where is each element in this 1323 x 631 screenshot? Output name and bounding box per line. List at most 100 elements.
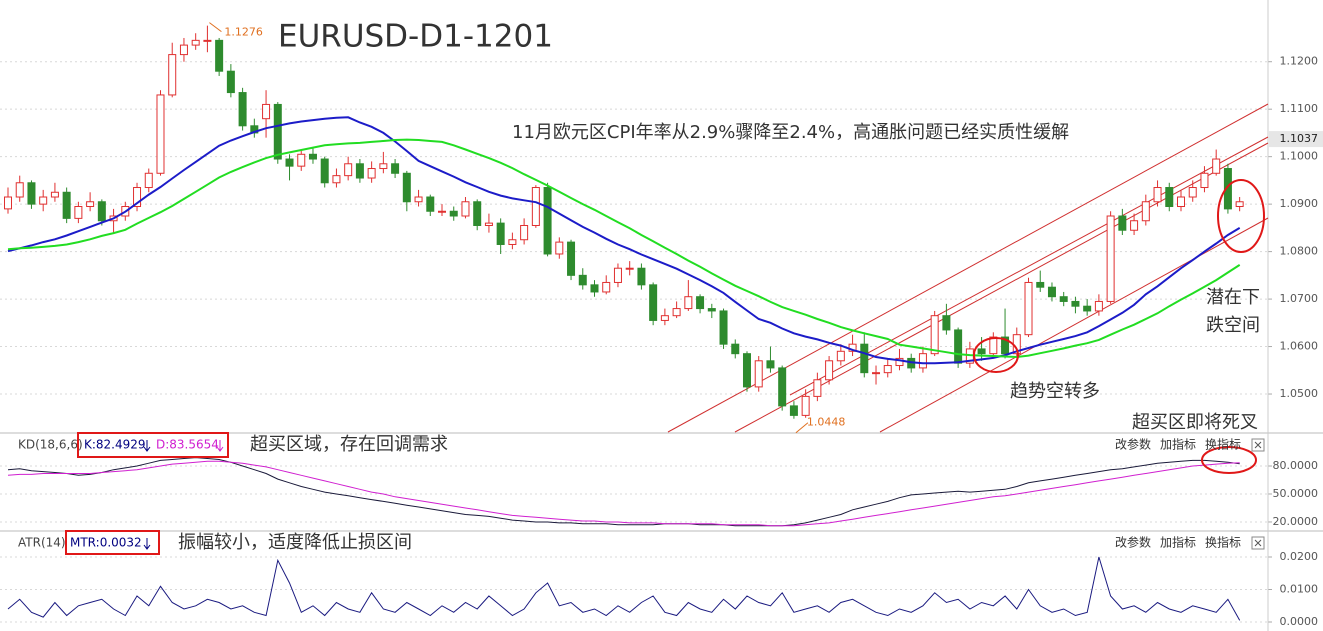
candle-body [262, 103, 271, 120]
chart-title: EURUSD-D1-1201 [278, 19, 553, 55]
candle-body [836, 350, 845, 362]
y-tick-label: 0.0100 [1280, 583, 1319, 596]
candle-body [707, 308, 716, 312]
candle-body [543, 187, 552, 255]
candle-body [226, 70, 235, 94]
candle-body [860, 343, 869, 374]
candle-body [320, 158, 329, 184]
trend-line [734, 142, 1269, 433]
button[interactable]: 改参数 [1115, 437, 1151, 452]
candle-body [297, 153, 306, 167]
y-tick-label: 20.0000 [1273, 515, 1319, 528]
annotation: 超买区域，存在回调需求 [250, 434, 448, 455]
candle-body [1094, 300, 1103, 312]
close-button[interactable] [1251, 536, 1265, 550]
candle-body [438, 210, 447, 213]
candle-body [50, 191, 59, 198]
y-tick-label: 1.0700 [1280, 292, 1319, 305]
last-price-label: 1.1037 [1280, 132, 1319, 145]
arrow-icon [143, 538, 151, 550]
candle-body [555, 241, 564, 255]
candle-body [379, 163, 388, 170]
candle-body [789, 405, 798, 416]
candle-body [62, 191, 71, 219]
indicator-name: ATR(14) [18, 536, 66, 550]
indicator-name: KD(18,6,6) [18, 438, 83, 452]
button[interactable]: 加指标 [1160, 437, 1196, 452]
button[interactable]: 加指标 [1160, 535, 1196, 550]
y-tick-label: 1.0500 [1280, 387, 1319, 400]
candle-body [308, 153, 317, 160]
candle-body [144, 172, 153, 189]
y-tick-label: 1.0900 [1280, 197, 1319, 210]
candle-body [778, 367, 787, 407]
candle-body [1059, 296, 1068, 302]
candle-body [578, 274, 587, 286]
candle-body [1036, 281, 1045, 288]
close-button[interactable] [1251, 438, 1265, 452]
candle-body [484, 222, 493, 226]
y-tick-label: 0.0200 [1280, 550, 1319, 563]
candle-body [801, 395, 810, 416]
candle-body [4, 196, 12, 210]
moving-average [7, 116, 1241, 365]
candle-body [179, 44, 188, 56]
candle-body [414, 196, 423, 203]
candle-body [613, 267, 622, 283]
annotation: 潜在下 [1206, 287, 1260, 308]
candle-body [602, 281, 611, 293]
candle-body [391, 163, 400, 174]
candle-body [660, 315, 669, 321]
moving-average [7, 138, 1241, 359]
candle-body [238, 92, 247, 127]
candle-body [1106, 215, 1115, 302]
candle-body [273, 103, 282, 160]
candle-body [74, 206, 83, 219]
y-tick-label: 50.0000 [1273, 487, 1319, 500]
candle-body [766, 360, 775, 369]
annotation: 趋势空转多 [1010, 381, 1100, 402]
indicator-line [7, 556, 1241, 621]
candle-body [895, 357, 904, 367]
candle-body [1024, 281, 1033, 336]
indicator-line [7, 457, 1240, 527]
candle-body [883, 365, 892, 374]
legend-label: D:83.5654 [156, 438, 219, 452]
min-label: 1.0448 [807, 416, 846, 429]
candle-body [1001, 336, 1010, 355]
candle-body [731, 343, 740, 355]
candle-body [1188, 187, 1197, 198]
candle-body [1118, 215, 1127, 231]
button[interactable]: 换指标 [1205, 535, 1241, 550]
arrow-icon [216, 440, 224, 452]
legend-label: MTR:0.0032 [70, 536, 142, 550]
y-tick-label: 1.1000 [1280, 150, 1319, 163]
highlight-ellipse [973, 337, 1019, 373]
grid-layer: 1.1200 1.1100 1.1000 1.0900 1.0800 1.0700 1.06… [0, 55, 1318, 628]
candle-body [989, 336, 998, 355]
candle-body [367, 168, 376, 179]
button[interactable]: 换指标 [1205, 437, 1241, 452]
candle-body [27, 182, 36, 205]
y-tick-label: 80.0000 [1273, 459, 1319, 472]
candle-body [1223, 168, 1232, 210]
candle-body [930, 315, 939, 355]
plot-layer: 1.1276 1.0448 1.1037 [4, 22, 1323, 621]
candle-body [97, 201, 106, 222]
candle-body [1130, 220, 1139, 231]
candle-body [496, 222, 505, 245]
candle-body [872, 372, 881, 375]
candle-body [754, 360, 763, 388]
candle-body [1083, 305, 1092, 312]
trend-line [789, 136, 1269, 396]
candle-body [1141, 201, 1150, 222]
button[interactable]: 改参数 [1115, 535, 1151, 550]
candle-body [426, 196, 435, 212]
candle-body [203, 39, 212, 42]
candle-body [520, 224, 529, 241]
highlight-ellipse [1217, 179, 1265, 253]
candle-body [1235, 201, 1244, 208]
indicator-line [7, 460, 1240, 527]
